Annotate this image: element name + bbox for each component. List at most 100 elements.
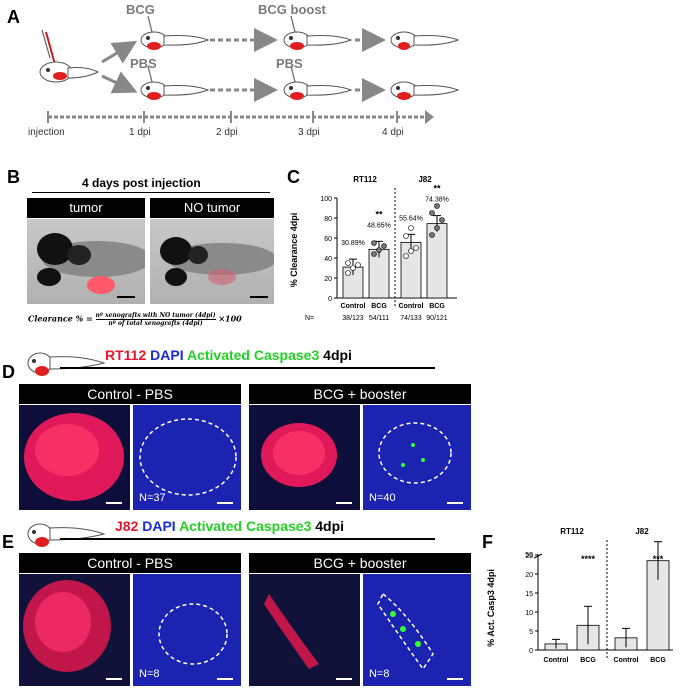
c-point: [403, 253, 409, 259]
timeline-injection: injection: [28, 127, 65, 138]
label-bcg-boost: BCG boost: [258, 2, 326, 17]
scalebar: [106, 678, 122, 680]
formula-numerator: nº xenografts with NO tumor (4dpi): [95, 312, 216, 320]
f-ylabel: % Act. Casp3 4dpi: [486, 569, 496, 647]
c-category: Control: [341, 303, 366, 310]
formula-denominator: nº of total xenografts (4dpi): [108, 320, 203, 327]
c-point: [371, 251, 377, 257]
e-control-header: Control - PBS: [19, 553, 241, 573]
d-control-header: Control - PBS: [19, 384, 241, 404]
scalebar: [447, 502, 463, 504]
d-bcg-red: [249, 405, 360, 510]
timeline-2dpi: 2 dpi: [216, 127, 238, 138]
e-title-part-3: 4dpi: [311, 518, 345, 534]
c-ytick-label: 80: [324, 216, 332, 223]
panel-d-title: RT112 DAPI Activated Caspase3 4dpi: [105, 347, 352, 363]
f-ytick-label: 20: [525, 572, 533, 579]
tumor-header: tumor: [27, 198, 145, 218]
c-category: BCG: [371, 303, 387, 310]
panel-letter-a: A: [7, 7, 20, 27]
larva-bcg-2: [283, 15, 353, 50]
panel-letter-f: F: [482, 532, 493, 552]
timeline-1dpi: 1 dpi: [129, 127, 151, 138]
label-pbs-2: PBS: [276, 56, 303, 71]
f-ytick-label: 5: [529, 629, 533, 636]
larva-pbs-1: [140, 65, 210, 100]
c-point: [429, 210, 435, 216]
larva-bcg-1: [140, 15, 210, 50]
c-category: BCG: [429, 303, 445, 310]
d-control-dapi: N=37: [133, 405, 241, 510]
c-point: [408, 225, 414, 231]
d-title-part-3: 4dpi: [319, 347, 352, 363]
f-axis-break: [533, 553, 543, 559]
c-point: [355, 262, 361, 268]
panel-letter-b: B: [7, 167, 20, 187]
d-bcg-dapi: N=40: [363, 405, 471, 510]
panel-b-title: 4 days post injection: [82, 176, 201, 190]
panel-e-title: J82 DAPI Activated Caspase3 4dpi: [115, 518, 344, 534]
c-point: [413, 245, 419, 251]
larva-pbs-3: [390, 81, 460, 100]
f-group-j82: J82: [635, 527, 649, 536]
panel-e-title-line: [60, 538, 435, 540]
c-ytick-label: 100: [320, 196, 332, 203]
c-point: [434, 203, 440, 209]
larva-injection: [39, 29, 100, 83]
c-ytick-label: 40: [324, 256, 332, 263]
c-ylabel: % Clearance 4dpi: [289, 213, 299, 288]
c-point: [371, 240, 377, 246]
panel-letter-e: E: [2, 532, 15, 552]
e-control-red: [19, 574, 130, 686]
c-point: [381, 243, 387, 249]
panel-letter-c: C: [287, 167, 300, 187]
formula-multiplier: ×100: [218, 313, 242, 324]
c-point: [408, 248, 414, 254]
no-tumor-image: [150, 219, 274, 304]
c-ytick-label: 60: [324, 236, 332, 243]
scalebar: [336, 678, 352, 680]
larva-bcg-3: [390, 31, 460, 50]
c-ytick-label: 0: [328, 296, 332, 303]
c-point: [350, 265, 356, 271]
d-title-part-1: DAPI: [146, 347, 184, 363]
c-ytick-label: 20: [324, 276, 332, 283]
f-category: BCG: [580, 657, 596, 664]
scalebar: [447, 678, 463, 680]
f-category: BCG: [650, 657, 666, 664]
formula-lhs: Clearance % =: [28, 313, 93, 324]
f-ytick-label: 50: [525, 552, 533, 559]
f-ytick-label: 15: [525, 591, 533, 598]
f-group-rt112: RT112: [560, 527, 584, 536]
panel-d-title-line: [60, 367, 435, 369]
c-point: [429, 232, 435, 238]
scalebar: [217, 678, 233, 680]
e-bcg-header: BCG + booster: [249, 553, 471, 573]
scalebar: [336, 502, 352, 504]
c-value-label: 48.65%: [367, 222, 391, 229]
label-bcg: BCG: [126, 2, 155, 17]
c-point: [403, 233, 409, 239]
c-value-label: 74.38%: [425, 197, 449, 204]
c-significance: **: [375, 209, 383, 219]
chart-f: % Act. Casp3 4dpi051015202550Control****…: [486, 527, 673, 664]
f-significance: ****: [581, 554, 596, 564]
c-group-j82: J82: [418, 175, 432, 184]
c-n-value: 74/133: [400, 315, 422, 322]
f-ytick-label: 25: [525, 553, 533, 560]
e-bcg-red: [249, 574, 360, 686]
label-pbs-1: PBS: [130, 56, 157, 71]
c-point: [376, 247, 382, 253]
scalebar: [106, 502, 122, 504]
f-significance: ***: [653, 554, 664, 564]
e-title-part-2: Activated Caspase3: [175, 518, 312, 534]
c-group-rt112: RT112: [353, 175, 377, 184]
d-title-part-2: Activated Caspase3: [183, 347, 320, 363]
c-n-value: 54/111: [369, 315, 389, 322]
e-control-dapi: N=8: [133, 574, 241, 686]
larva-icon-e: [27, 523, 106, 547]
c-point: [345, 270, 351, 276]
d-n-bcg: N=40: [369, 492, 396, 504]
c-value-label: 30.89%: [341, 240, 365, 247]
d-title-part-0: RT112: [105, 347, 147, 363]
